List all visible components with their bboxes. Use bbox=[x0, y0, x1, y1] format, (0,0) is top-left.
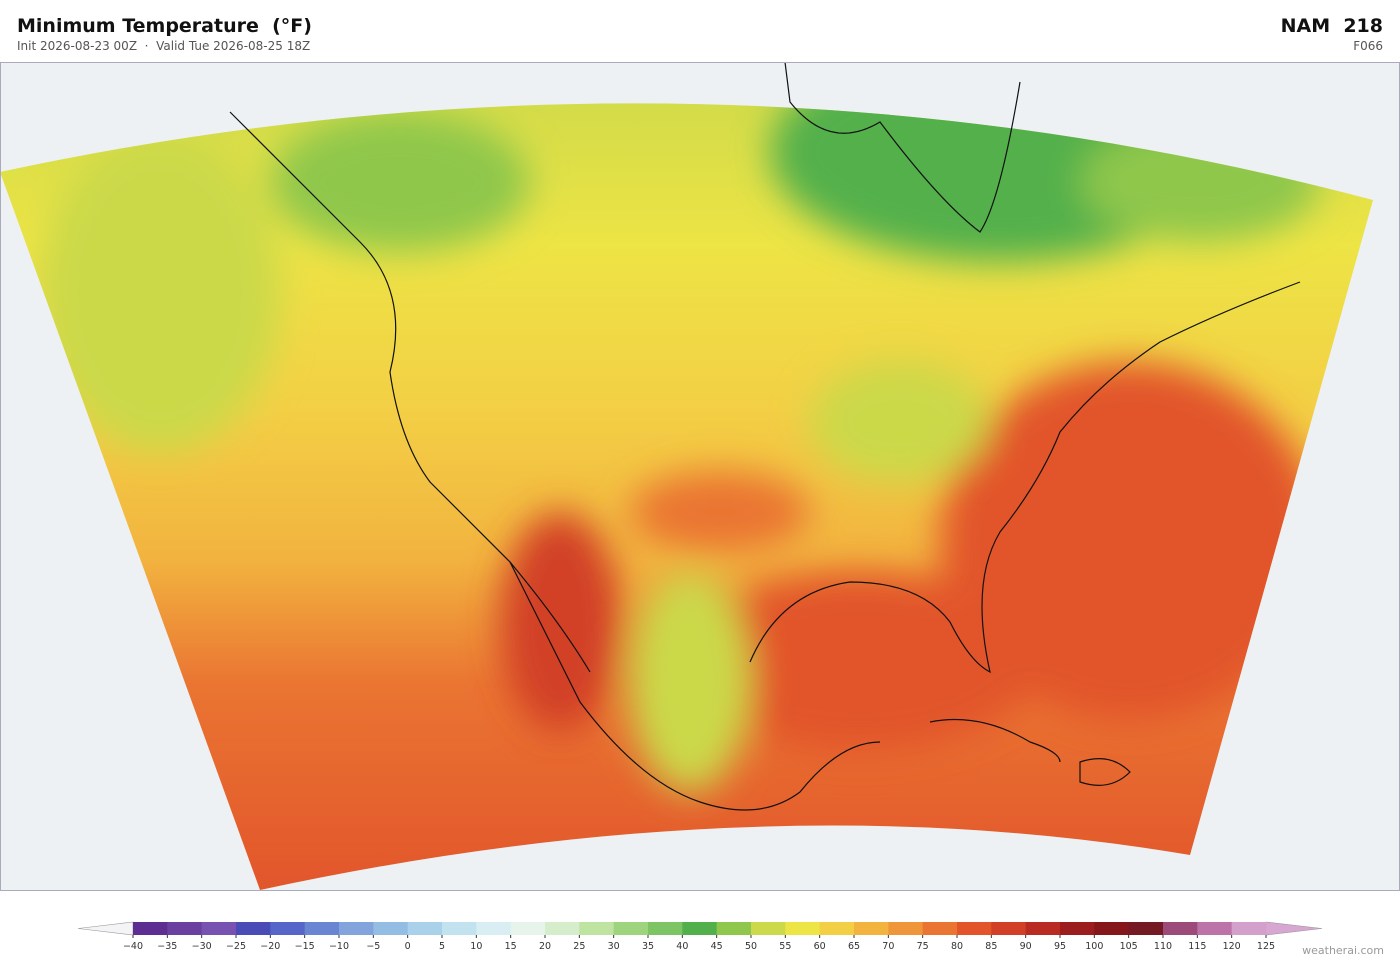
colorbar-bin bbox=[888, 922, 924, 935]
colorbar-bin bbox=[613, 922, 649, 935]
tick-label: 55 bbox=[779, 941, 791, 952]
colorbar-bin bbox=[1060, 922, 1095, 935]
tick-label: 115 bbox=[1188, 941, 1206, 952]
colorbar-bin bbox=[510, 922, 546, 935]
colorbar-bin bbox=[373, 922, 409, 935]
coastlines bbox=[229, 62, 1301, 811]
tick-label: 90 bbox=[1020, 941, 1032, 952]
tick-label: 100 bbox=[1085, 941, 1103, 952]
tick-label: 125 bbox=[1257, 941, 1275, 952]
tick-label: 45 bbox=[711, 941, 723, 952]
tick-label: 70 bbox=[882, 941, 894, 952]
colorbar-bin bbox=[442, 922, 477, 935]
subtitle: Init 2026-08-23 00Z · Valid Tue 2026-08-… bbox=[17, 39, 311, 53]
colorbar-bin bbox=[991, 922, 1027, 935]
tick-label: 35 bbox=[642, 941, 654, 952]
tick-label: 65 bbox=[848, 941, 860, 952]
colorbar-bin bbox=[648, 922, 683, 935]
tick-label: 80 bbox=[951, 941, 963, 952]
colorbar-bin bbox=[1197, 922, 1233, 935]
colorbar-over bbox=[1265, 921, 1323, 936]
colorbar-bin bbox=[339, 922, 374, 935]
forecast-hour: F066 bbox=[1353, 39, 1383, 53]
tick-label: 105 bbox=[1120, 941, 1138, 952]
colorbar-bin bbox=[854, 922, 889, 935]
colorbar-bin bbox=[270, 922, 306, 935]
tick-label: 25 bbox=[573, 941, 585, 952]
tick-label: −30 bbox=[192, 941, 212, 952]
colorbar-bin bbox=[476, 922, 512, 935]
tick-label: 85 bbox=[985, 941, 997, 952]
tick-label: −40 bbox=[123, 941, 143, 952]
colorbar-bin bbox=[1163, 922, 1198, 935]
tick-label: 95 bbox=[1054, 941, 1066, 952]
colorbar: −40 −35 −30 −25 −20 −15 −10 −5 0 5 10 15 20 25 30 35 40 4… bbox=[77, 921, 1323, 952]
model: NAM 218 bbox=[1280, 15, 1383, 37]
colorbar-bin bbox=[304, 922, 340, 935]
colorbar-bin bbox=[407, 922, 443, 935]
temperature-field bbox=[0, 103, 1373, 890]
colorbar-bin bbox=[819, 922, 855, 935]
colorbar-bin bbox=[579, 922, 615, 935]
colorbar-bin bbox=[716, 922, 752, 935]
tick-label: −20 bbox=[260, 941, 280, 952]
colorbar-bin bbox=[1025, 922, 1061, 935]
tick-label: 20 bbox=[539, 941, 551, 952]
colorbar-bin bbox=[682, 922, 718, 935]
title: Minimum Temperature (°F) bbox=[17, 15, 312, 37]
colorbar-bin bbox=[201, 922, 237, 935]
colorbar-bin bbox=[133, 922, 168, 935]
tick-label: −5 bbox=[366, 941, 380, 952]
colorbar-bin bbox=[167, 922, 203, 935]
colorbar-bin bbox=[236, 922, 271, 935]
colorbar-under bbox=[77, 921, 134, 936]
tick-label: 75 bbox=[917, 941, 929, 952]
tick-label: −15 bbox=[295, 941, 315, 952]
colorbar-bin bbox=[1231, 922, 1267, 935]
tick-label: 50 bbox=[745, 941, 757, 952]
tick-label: −25 bbox=[226, 941, 246, 952]
tick-label: 0 bbox=[405, 941, 411, 952]
tick-label: −10 bbox=[329, 941, 349, 952]
colorbar-bin bbox=[1128, 922, 1164, 935]
tick-label: 10 bbox=[470, 941, 482, 952]
tick-label: 110 bbox=[1154, 941, 1172, 952]
map bbox=[0, 62, 1400, 891]
colorbar-bin bbox=[751, 922, 786, 935]
tick-label: 40 bbox=[676, 941, 688, 952]
tick-label: 120 bbox=[1223, 941, 1241, 952]
tick-label: 60 bbox=[814, 941, 826, 952]
colorbar-bin bbox=[1094, 922, 1130, 935]
colorbar-bin bbox=[545, 922, 580, 935]
tick-label: −35 bbox=[157, 941, 177, 952]
colorbar-bin bbox=[785, 922, 821, 935]
tick-label: 15 bbox=[505, 941, 517, 952]
watermark: weatherai.com bbox=[1302, 944, 1384, 957]
colorbar-bin bbox=[957, 922, 992, 935]
tick-label: 5 bbox=[439, 941, 445, 952]
tick-label: 30 bbox=[608, 941, 620, 952]
colorbar-bin bbox=[922, 922, 958, 935]
